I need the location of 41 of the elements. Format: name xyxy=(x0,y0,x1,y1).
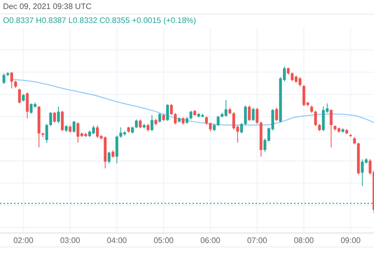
candlestick xyxy=(119,126,122,138)
candlestick xyxy=(115,135,118,164)
candlestick xyxy=(170,104,173,116)
candlestick xyxy=(256,107,259,124)
text: Dec 09, 2021 09:38 UTC xyxy=(3,2,92,11)
candlestick xyxy=(2,72,6,84)
candlestick xyxy=(240,122,243,134)
candlestick xyxy=(53,112,56,123)
candlestick xyxy=(248,105,251,122)
candlestick xyxy=(275,107,278,122)
candlestick xyxy=(322,106,325,132)
candlestick xyxy=(224,100,228,117)
candlestick xyxy=(72,120,76,134)
candlestick xyxy=(10,72,14,89)
candlestick xyxy=(166,104,169,122)
candlestick xyxy=(216,115,220,126)
candlestick xyxy=(76,122,80,144)
candlestick xyxy=(302,84,306,107)
x-tick-label: 03:00 xyxy=(60,236,81,245)
text: O0.8337 H0.8387 L0.8332 C0.8355 +0.0015 (+0.18%) xyxy=(3,16,196,25)
candlestick xyxy=(330,108,333,148)
candlestick xyxy=(174,112,177,126)
x-tick-label: 09:00 xyxy=(340,236,362,245)
x-tick-label: 05:00 xyxy=(154,236,174,245)
candlestick xyxy=(298,76,302,87)
x-tick-label: 08:00 xyxy=(294,236,314,245)
x-tick-label: 02:00 xyxy=(13,236,34,245)
candlestick xyxy=(108,151,110,164)
candlestick xyxy=(45,123,48,144)
candlestick xyxy=(18,88,21,104)
x-tick-label: 06:00 xyxy=(200,236,221,245)
candlestick xyxy=(60,110,64,132)
candlestick xyxy=(96,124,99,138)
candlestick xyxy=(232,112,236,130)
x-tick-label: 07:00 xyxy=(247,236,268,245)
x-tick-label: 04:00 xyxy=(106,236,128,245)
candlestick xyxy=(244,105,247,126)
candlestick xyxy=(150,114,154,132)
candlestick xyxy=(57,106,60,124)
candlestick xyxy=(314,110,317,126)
candlestick xyxy=(49,112,52,126)
